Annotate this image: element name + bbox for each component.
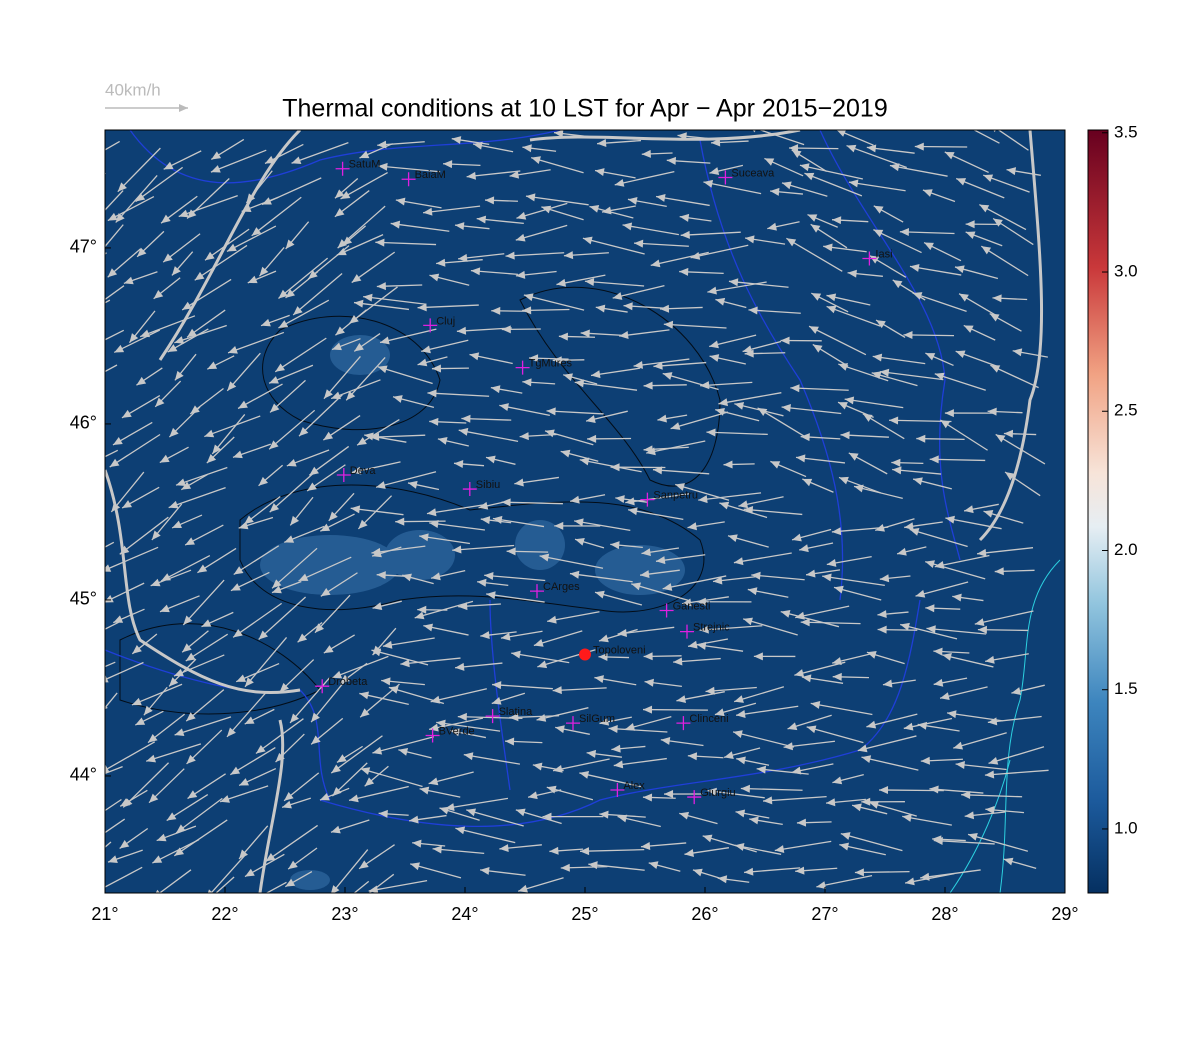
wind-arrow-head	[57, 488, 67, 497]
wind-arrow-head	[58, 320, 68, 328]
city-label: Giurgiu	[700, 787, 735, 799]
wind-arrow-head	[952, 118, 962, 126]
wind-arrow	[57, 462, 102, 496]
wind-arrow-head	[81, 859, 90, 868]
city-label: BaiaM	[415, 169, 446, 181]
city-label: Sibiu	[476, 479, 500, 491]
wind-arrow	[77, 708, 108, 720]
x-tick-label: 29°	[1051, 904, 1078, 924]
wind-arrow	[66, 740, 101, 752]
x-tick-label: 22°	[211, 904, 238, 924]
wind-arrow-head	[82, 460, 92, 468]
wind-arrow	[643, 710, 708, 711]
x-tick-label: 25°	[571, 904, 598, 924]
y-tick-label: 45°	[70, 589, 97, 609]
y-tick-label: 44°	[70, 765, 97, 785]
map-title: Thermal conditions at 10 LST for Apr − A…	[282, 95, 887, 123]
city-label: Ganesti	[673, 600, 711, 612]
wind-arrow-head	[93, 833, 103, 841]
city-label: Clinceni	[689, 713, 728, 725]
colorbar-tick-label: 3.0	[1114, 262, 1138, 281]
wind-reference-head	[179, 104, 188, 112]
site-label: Topoloveni	[593, 644, 646, 656]
y-tick-label: 47°	[70, 237, 97, 257]
site-marker	[579, 649, 591, 661]
wind-arrow-head	[84, 724, 93, 733]
city-label: Alex	[623, 780, 645, 792]
wind-arrow-head	[65, 283, 74, 292]
city-label: TgMures	[529, 358, 573, 370]
wind-arrow	[53, 173, 106, 202]
wind-arrow-head	[62, 643, 72, 651]
wind-arrow-head	[204, 894, 213, 903]
wind-arrow-head	[82, 817, 92, 825]
x-tick-label: 24°	[451, 904, 478, 924]
wind-arrow-head	[82, 265, 91, 274]
wind-arrow-head	[248, 895, 258, 903]
y-tick-label: 46°	[70, 413, 97, 433]
x-tick-label: 21°	[91, 904, 118, 924]
city-label: BVerde	[439, 725, 475, 737]
city-label: CArges	[543, 581, 580, 593]
wind-arrow-head	[79, 310, 89, 319]
colorbar-tick-label: 1.0	[1114, 818, 1138, 837]
wind-arrow	[79, 529, 103, 557]
city-label: SatuM	[349, 159, 381, 171]
city-label: Suceava	[731, 167, 775, 179]
x-tick-label: 28°	[931, 904, 958, 924]
wind-arrow-head	[80, 514, 89, 523]
map-background	[105, 130, 1065, 893]
colorbar-tick-label: 3.5	[1114, 122, 1138, 141]
city-label: SilGum	[579, 713, 615, 725]
wind-reference-label: 40km/h	[105, 80, 161, 99]
x-tick-label: 26°	[691, 904, 718, 924]
colorbar-tick-label: 2.0	[1114, 540, 1138, 559]
wind-arrow-head	[63, 166, 73, 174]
city-label: Drobeta	[328, 676, 368, 688]
city-label: Sanpetru	[653, 490, 698, 502]
wind-arrow-head	[67, 559, 77, 567]
colorbar-tick-label: 2.5	[1114, 401, 1138, 420]
wind-arrow-head	[355, 895, 365, 904]
x-tick-label: 27°	[811, 904, 838, 924]
wind-arrow-head	[94, 885, 104, 893]
city-label: Iasi	[875, 248, 892, 260]
wind-arrow-head	[53, 194, 63, 202]
wind-arrow-head	[71, 382, 81, 390]
wind-arrow-head	[77, 713, 87, 720]
x-tick-label: 23°	[331, 904, 358, 924]
city-label: Slatina	[499, 706, 534, 718]
wind-arrow	[80, 501, 101, 523]
wind-arrow-head	[85, 342, 95, 350]
wind-arrow-head	[79, 547, 88, 556]
city-label: Cluj	[436, 315, 455, 327]
colorbar	[1088, 130, 1108, 893]
wind-arrow-head	[91, 216, 100, 225]
wind-arrow-head	[66, 745, 76, 753]
wind-arrow-head	[75, 626, 84, 635]
wind-arrow-head	[68, 901, 77, 910]
city-label: Strejnic	[693, 622, 730, 634]
city-label: Deva	[350, 465, 377, 477]
wind-arrow	[75, 609, 102, 636]
wind-arrow	[58, 300, 110, 328]
colorbar-tick-label: 1.5	[1114, 679, 1138, 698]
wind-arrow	[65, 253, 106, 292]
wind-arrow-head	[86, 667, 96, 674]
